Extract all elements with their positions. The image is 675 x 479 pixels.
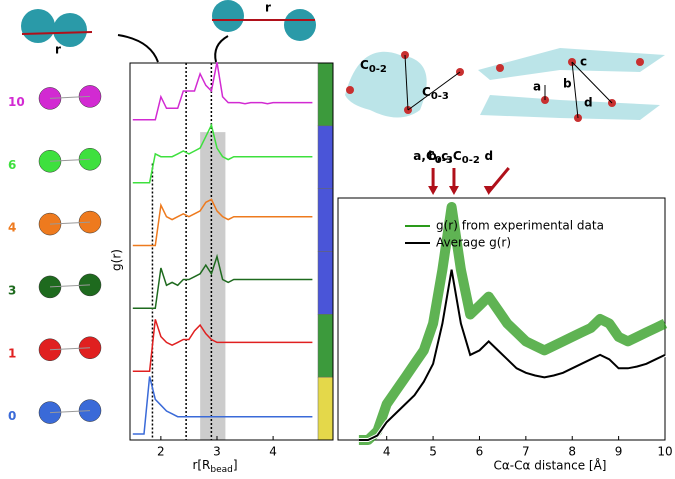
structure-label: C0-2 xyxy=(360,58,387,76)
x-tick-label: 6 xyxy=(476,445,484,459)
shaded-span xyxy=(200,132,226,440)
x-tick-label: 4 xyxy=(269,445,277,459)
annotation: b,c,C0-2 xyxy=(428,149,480,167)
x-tick-label: 3 xyxy=(213,445,221,459)
series-label: 1 xyxy=(8,346,16,360)
molecule-bond xyxy=(49,221,91,225)
distance-arrow xyxy=(404,54,409,111)
series-line xyxy=(358,269,666,441)
structure-label: a xyxy=(533,80,541,94)
sphere xyxy=(21,9,55,43)
series-halo xyxy=(358,269,666,442)
sphere xyxy=(212,0,244,32)
molecule-bond xyxy=(49,347,91,351)
annotation-sub: 0-2 xyxy=(462,155,480,166)
x-tick-label: 10 xyxy=(657,445,672,459)
series-line xyxy=(132,122,313,184)
x-tick-label: 2 xyxy=(157,445,165,459)
side-bar xyxy=(317,62,334,127)
atom xyxy=(496,64,504,72)
annotation: d xyxy=(484,149,493,163)
structure-label: c xyxy=(580,55,587,69)
series-line xyxy=(132,198,313,247)
annotation-text: a,C xyxy=(413,149,435,163)
series-label: 3 xyxy=(8,283,16,297)
annotation-text: b,c,C xyxy=(428,149,462,163)
protein-helix xyxy=(345,51,427,118)
structure-label: d xyxy=(584,96,593,110)
series-label: 6 xyxy=(8,158,16,172)
x-axis-label: Cα-Cα distance [Å] xyxy=(494,458,607,473)
distance-arrow xyxy=(571,61,613,104)
side-bar xyxy=(317,125,334,189)
protein-sheet xyxy=(478,48,665,120)
molecule-bond xyxy=(49,284,91,288)
series-line xyxy=(132,319,313,372)
annotation: a,C0-3 xyxy=(413,149,453,167)
label-sub: 0-3 xyxy=(431,91,449,102)
legend-label: g(r) from experimental data xyxy=(436,219,604,233)
molecule-bond xyxy=(49,410,91,414)
legend-label: Average g(r) xyxy=(436,236,511,250)
side-bar xyxy=(317,188,334,252)
series-label: 4 xyxy=(8,221,16,235)
series-label: 10 xyxy=(8,95,25,109)
x-tick-label: 7 xyxy=(522,445,530,459)
x-tick-label: 5 xyxy=(429,445,437,459)
molecule-bond xyxy=(49,95,91,99)
annotation-text: d xyxy=(484,149,493,163)
sphere xyxy=(53,13,87,47)
series-label: 0 xyxy=(8,409,16,423)
plot-frame xyxy=(129,62,334,441)
pointer-arrow xyxy=(117,34,159,63)
annotation-sub: 0-3 xyxy=(435,155,453,166)
series-line xyxy=(358,202,668,445)
x-tick-label: 9 xyxy=(615,445,623,459)
series-line xyxy=(132,253,313,310)
distance-arrow xyxy=(571,61,579,119)
label-sub: 0-2 xyxy=(369,64,387,75)
annotation-arrowhead xyxy=(483,186,494,195)
plot-frame xyxy=(337,197,666,441)
sphere xyxy=(284,9,316,41)
distance-arrow xyxy=(407,71,461,111)
side-bar xyxy=(317,251,334,315)
illustrations: r r C0-2 C0-3 a b c d xyxy=(21,0,665,122)
x-label-sub: bead xyxy=(210,465,232,475)
r-arrow xyxy=(21,31,93,35)
atom xyxy=(636,58,644,66)
annotation-arrowhead xyxy=(428,186,439,195)
label-text: C xyxy=(360,58,369,72)
label-text: C xyxy=(422,85,431,99)
x-tick-label: 8 xyxy=(568,445,576,459)
structure-label: b xyxy=(563,77,572,91)
atom xyxy=(346,86,354,94)
x-label-main: r[R xyxy=(192,458,210,472)
structure-label: C0-3 xyxy=(422,85,449,103)
side-bar xyxy=(317,376,334,441)
series-line xyxy=(132,376,313,435)
series-line xyxy=(132,62,313,121)
side-bar xyxy=(317,314,334,378)
x-label-end: ] xyxy=(233,458,238,472)
molecule-bond xyxy=(49,158,91,162)
structure-label: r xyxy=(265,1,271,15)
pointer-arrow xyxy=(214,35,229,63)
x-tick-label: 4 xyxy=(383,445,391,459)
y-axis-label: g(r) xyxy=(110,249,124,271)
annotation-arrowhead xyxy=(448,186,459,195)
x-axis-label: r[Rbead] xyxy=(192,458,237,475)
structure-label: r xyxy=(55,43,61,57)
